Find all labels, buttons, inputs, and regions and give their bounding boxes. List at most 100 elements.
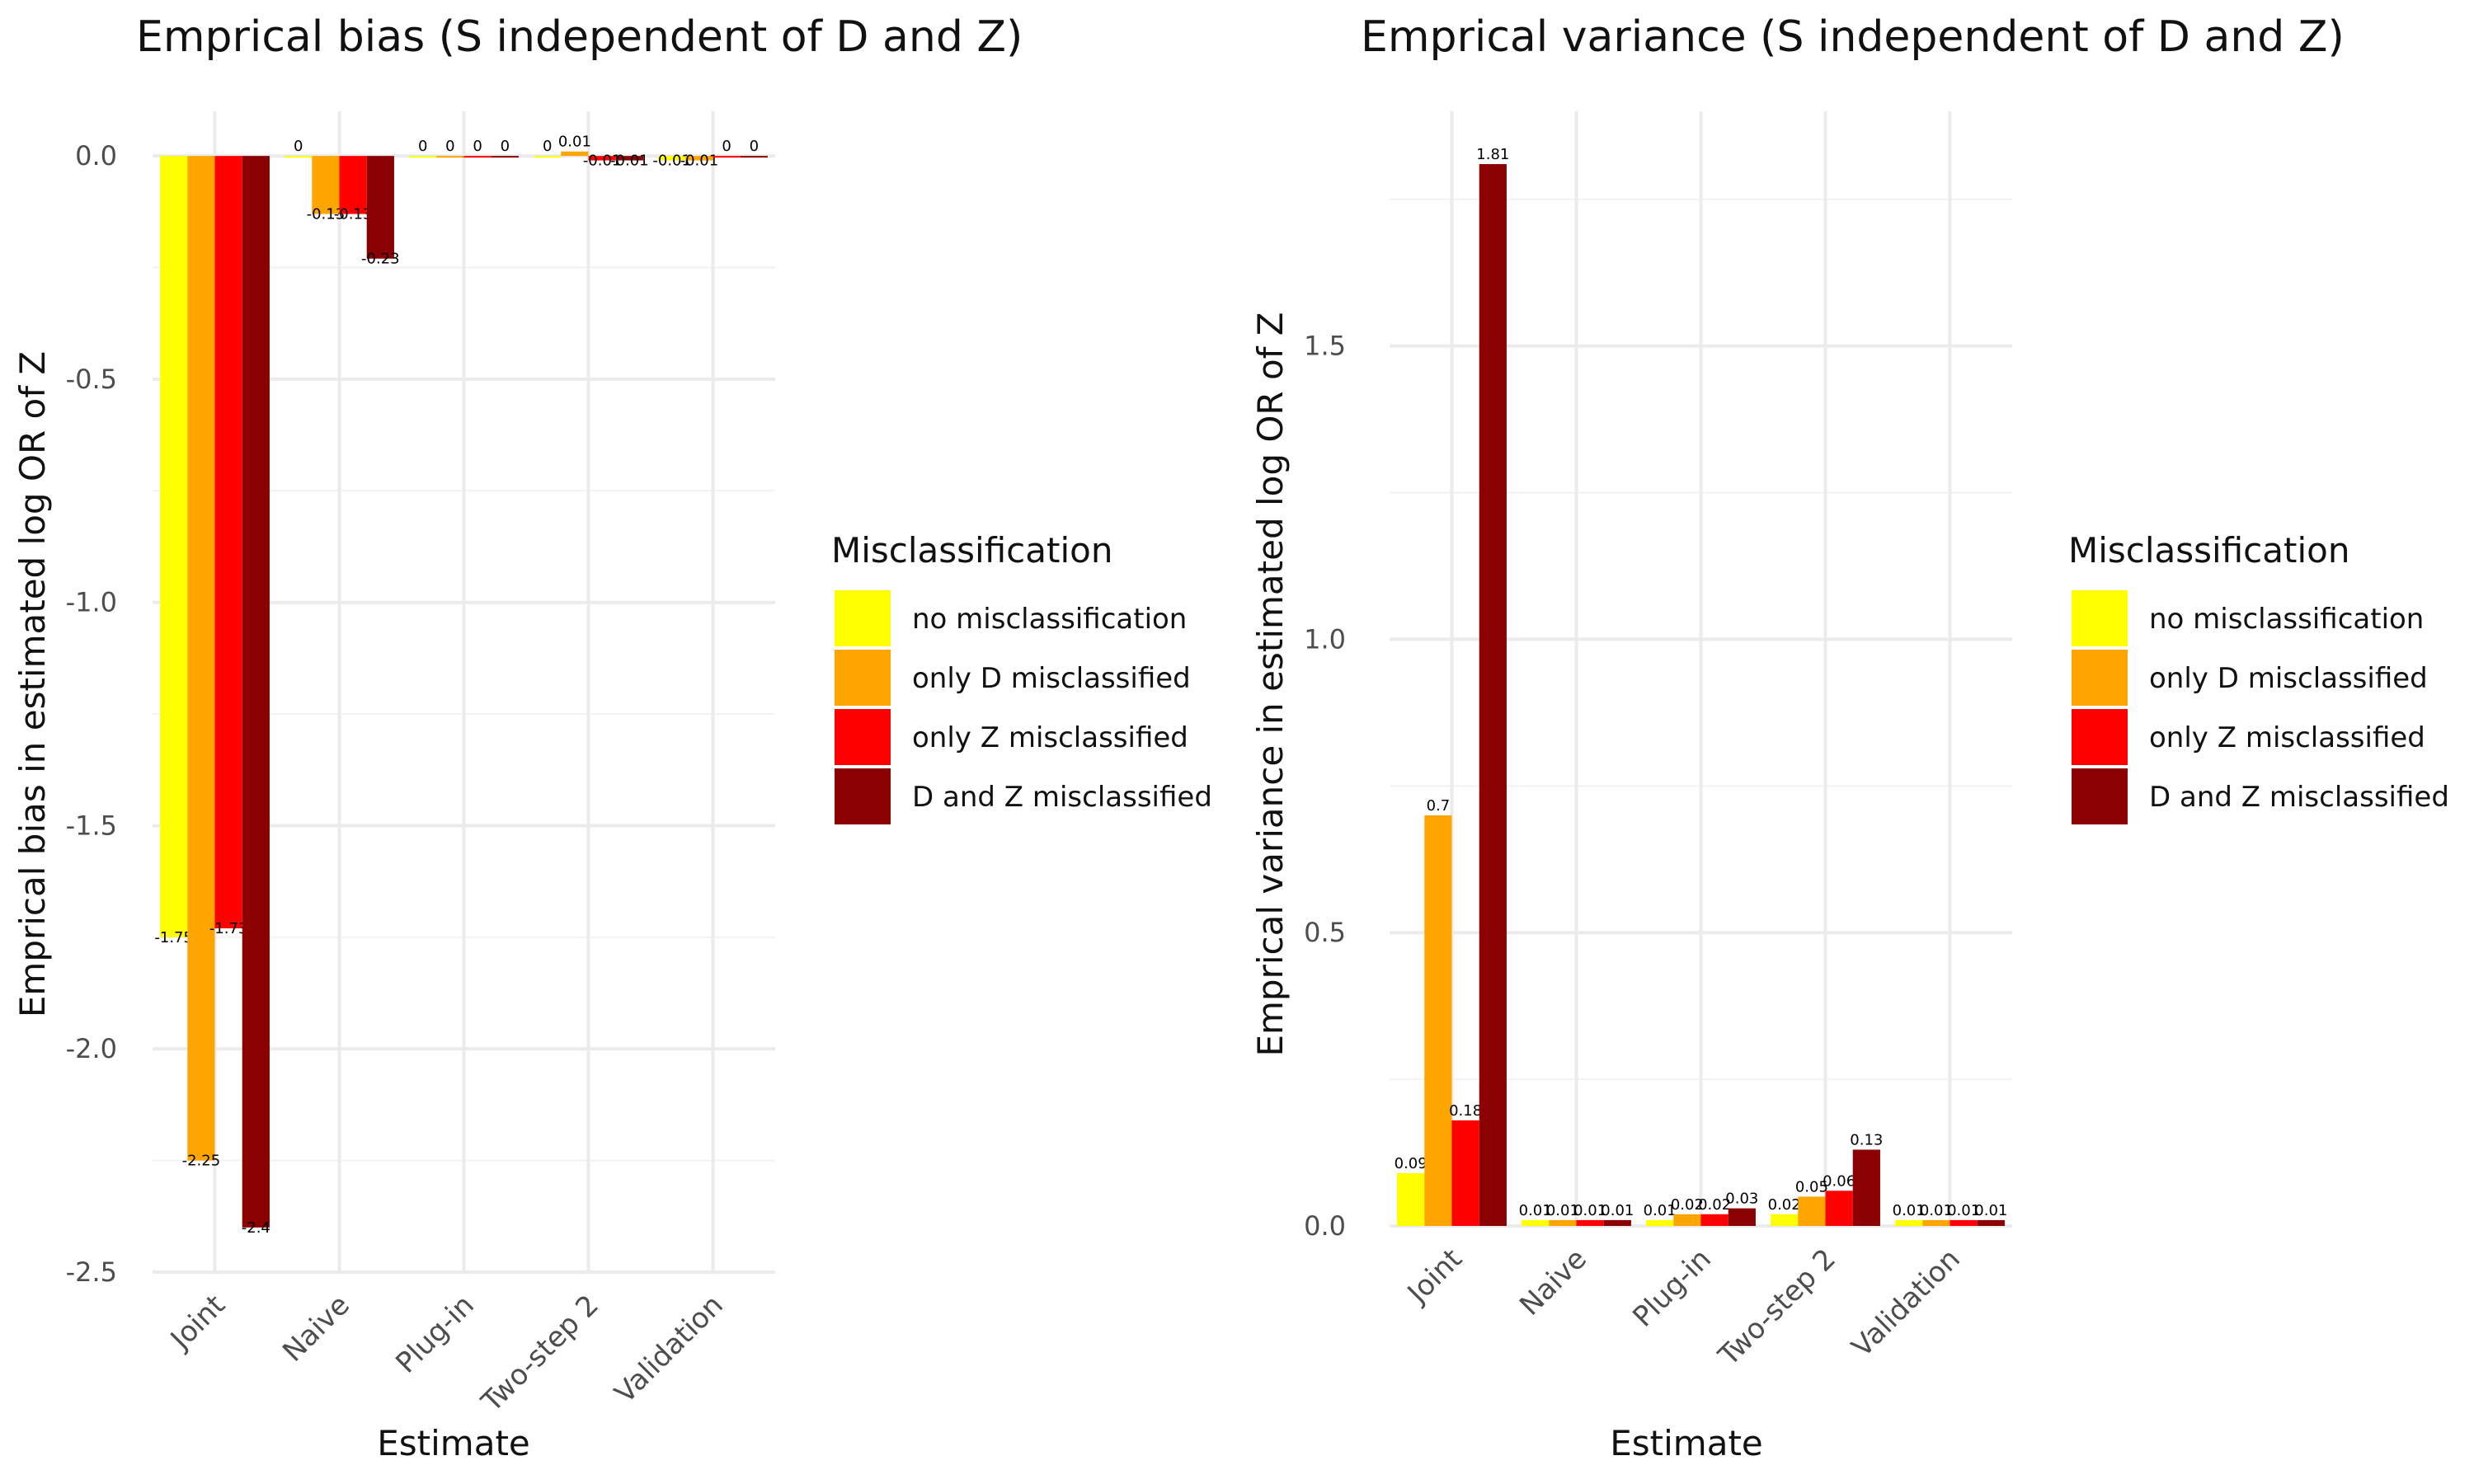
left-bar (242, 156, 270, 1228)
left-y-tick-label: -1.0 (66, 587, 117, 618)
right-legend-label: D and Z misclassified (2149, 781, 2449, 814)
right-bar (1603, 1219, 1631, 1226)
right-bar (1852, 1149, 1880, 1226)
right-legend-swatch (2072, 709, 2128, 765)
left-y-tick-label: -0.5 (66, 364, 117, 395)
left-bar (463, 156, 492, 158)
right-data-label: 0.01 (1601, 1202, 1634, 1219)
right-bar (1673, 1214, 1701, 1226)
left-data-label: -0.01 (652, 153, 691, 170)
right-data-label: 0.7 (1427, 797, 1451, 815)
right-bar (1798, 1196, 1826, 1226)
right-data-label: 0.01 (1519, 1202, 1552, 1219)
right-y-axis-title: Emprical variance in estimated log OR of… (1250, 312, 1291, 1056)
right-bar (1479, 164, 1507, 1226)
right-legend-swatch (2072, 590, 2128, 646)
right-data-label: 0.01 (1920, 1202, 1953, 1219)
right-y-tick-label: 1.5 (1304, 331, 1346, 362)
right-chart-title: Emprical variance (S independent of D an… (1361, 12, 2345, 62)
right-bar (1576, 1219, 1604, 1226)
right-data-label: 0.01 (1974, 1202, 2007, 1219)
left-bar (436, 156, 464, 158)
right-bar (1646, 1219, 1674, 1226)
left-bar (366, 156, 394, 259)
right-bar (1451, 1120, 1479, 1226)
left-x-tick-label: Validation (609, 1289, 730, 1410)
left-bar (658, 156, 686, 161)
right-bar (1825, 1190, 1853, 1226)
right-data-label: 0.09 (1395, 1155, 1427, 1172)
right-x-tick-label: Two-step 2 (1712, 1242, 1842, 1373)
left-data-label: -2.4 (242, 1219, 270, 1237)
left-bar (615, 156, 643, 161)
left-plot-area: -2.5-2.0-1.5-1.0-0.50.0-1.750 0 0-0.01-2.2… (66, 111, 775, 1419)
right-bar (1522, 1219, 1550, 1226)
left-y-tick-label: -1.5 (66, 810, 117, 841)
left-chart-title: Emprical bias (S independent of D and Z) (136, 12, 1023, 62)
right-data-label: 1.81 (1476, 146, 1509, 163)
left-legend-label: only Z misclassified (912, 721, 1188, 754)
left-data-label: -0.23 (361, 251, 400, 268)
left-data-label: 0 (543, 138, 552, 155)
left-legend-swatch (835, 709, 891, 765)
left-data-label: -0.01 (680, 153, 719, 170)
left-x-axis-title: Estimate (377, 1423, 530, 1463)
left-bar (561, 151, 589, 157)
left-bar (740, 156, 768, 158)
right-plot-area: 0.00.51.01.50.090.01 0.01 0.02 0.010.70.01 0… (1304, 111, 2012, 1373)
right-data-label: 0.01 (1893, 1202, 1926, 1219)
right-bar (1977, 1219, 2005, 1226)
left-legend: no misclassification only D misclassified… (835, 590, 1212, 824)
left-data-label: 0.01 (558, 134, 591, 151)
left-bar (214, 156, 242, 929)
right-legend-title: Misclassification (2068, 530, 2349, 571)
left-bar (160, 156, 188, 937)
right-bar (1549, 1219, 1577, 1226)
right-data-label: 0.13 (1850, 1131, 1883, 1148)
right-data-label: 0.18 (1449, 1102, 1482, 1120)
right-legend-label: only Z misclassified (2149, 721, 2425, 754)
right-x-tick-label: Validation (1846, 1242, 1967, 1364)
left-legend-swatch (835, 590, 891, 646)
left-data-label: 0 (418, 138, 427, 155)
left-data-label: -0.01 (583, 153, 622, 170)
left-data-label: -2.25 (182, 1153, 221, 1170)
left-bar (713, 156, 741, 158)
left-legend-label: only D misclassified (912, 662, 1191, 695)
left-y-axis-title: Emprical bias in estimated log OR of Z (12, 351, 53, 1017)
right-x-tick-label: Joint (1400, 1242, 1469, 1311)
left-bar (409, 156, 437, 158)
left-y-tick-label: -2.5 (66, 1256, 117, 1288)
right-x-tick-label: Plug-in (1626, 1242, 1718, 1334)
left-data-label: 0 (722, 138, 731, 155)
right-bar (1950, 1219, 1978, 1226)
left-bar (588, 156, 616, 161)
left-data-label: 0 (294, 138, 303, 155)
left-bar (685, 156, 713, 161)
left-x-tick-label: Plug-in (389, 1289, 481, 1380)
right-x-tick-label: Naive (1513, 1242, 1593, 1322)
left-x-tick-label: Joint (163, 1289, 232, 1357)
right-y-tick-label: 0.5 (1304, 917, 1346, 948)
left-legend-swatch (835, 768, 891, 824)
left-x-tick-label: Naive (276, 1289, 356, 1369)
right-bar (1397, 1172, 1425, 1226)
right-data-label: 0.02 (1768, 1196, 1801, 1214)
left-bar (491, 156, 519, 158)
right-data-label: 0.01 (1644, 1202, 1677, 1219)
right-bar (1922, 1219, 1950, 1226)
left-data-label: 0 (501, 138, 510, 155)
right-bar (1700, 1214, 1729, 1226)
right-data-label: 0.01 (1546, 1202, 1579, 1219)
left-data-label: 0 (473, 138, 482, 155)
left-legend-label: no misclassification (912, 603, 1187, 636)
right-legend-label: no misclassification (2149, 603, 2424, 636)
left-data-label: -1.75 (154, 929, 193, 946)
right-legend-label: only D misclassified (2149, 662, 2428, 695)
right-data-label: 0.03 (1725, 1190, 1758, 1208)
left-data-label: 0 (445, 138, 454, 155)
right-bar (1424, 815, 1452, 1226)
right-bar (1728, 1208, 1756, 1226)
right-y-tick-label: 1.0 (1304, 623, 1346, 655)
left-y-tick-label: -2.0 (66, 1033, 117, 1064)
